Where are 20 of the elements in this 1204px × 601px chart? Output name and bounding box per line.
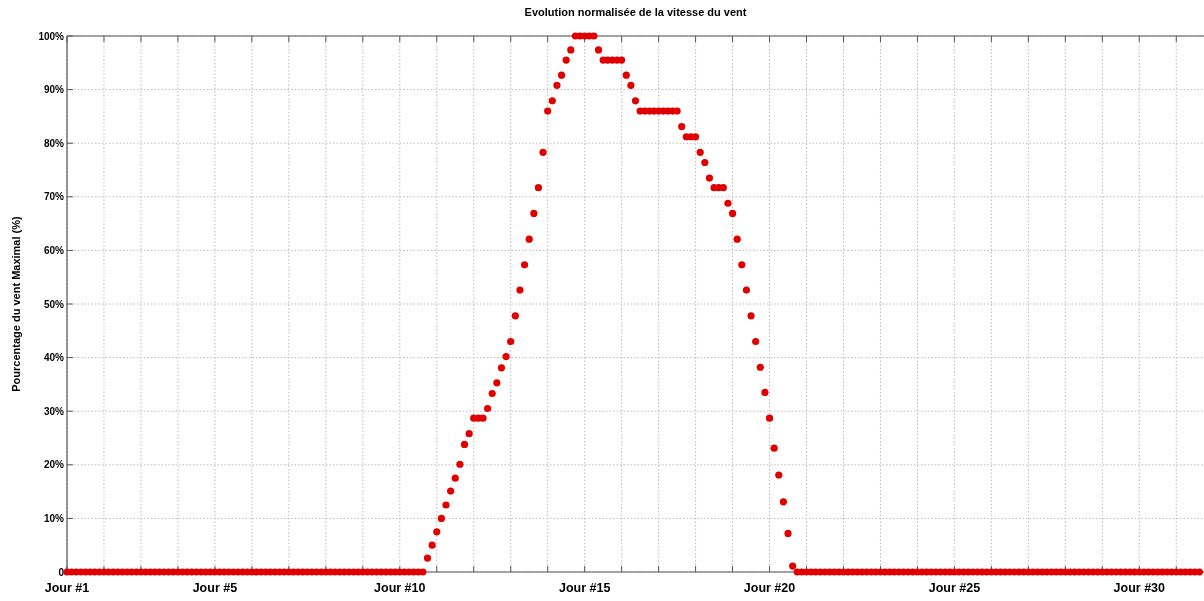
y-tick-label: 70% bbox=[43, 191, 65, 203]
x-tick-label: Jour #5 bbox=[192, 581, 238, 595]
y-tick-label: 90% bbox=[43, 84, 65, 96]
x-tick-label: Jour #20 bbox=[743, 581, 796, 595]
x-tick-label: Jour #25 bbox=[928, 581, 981, 595]
x-tick-label: Jour #1 bbox=[44, 581, 90, 595]
y-tick-label: 50% bbox=[43, 298, 65, 310]
y-tick-label: 0 bbox=[58, 566, 65, 578]
y-tick-label: 10% bbox=[43, 512, 65, 524]
x-tick-label: Jour #15 bbox=[558, 581, 611, 595]
y-axis-title: Pourcentage du vent Maximal (%) bbox=[10, 215, 22, 392]
y-tick-label: 40% bbox=[43, 352, 65, 364]
y-tick-label: 100% bbox=[38, 30, 65, 42]
y-tick-label: 60% bbox=[43, 244, 65, 256]
y-tick-label: 80% bbox=[43, 137, 65, 149]
y-tick-label: 20% bbox=[43, 459, 65, 471]
y-tick-label: 30% bbox=[43, 405, 65, 417]
x-tick-label: Jour #10 bbox=[374, 581, 426, 595]
chart-title: Evolution normalisée de la vitesse du vent bbox=[524, 6, 747, 18]
x-tick-label: Jour #30 bbox=[1113, 581, 1166, 595]
